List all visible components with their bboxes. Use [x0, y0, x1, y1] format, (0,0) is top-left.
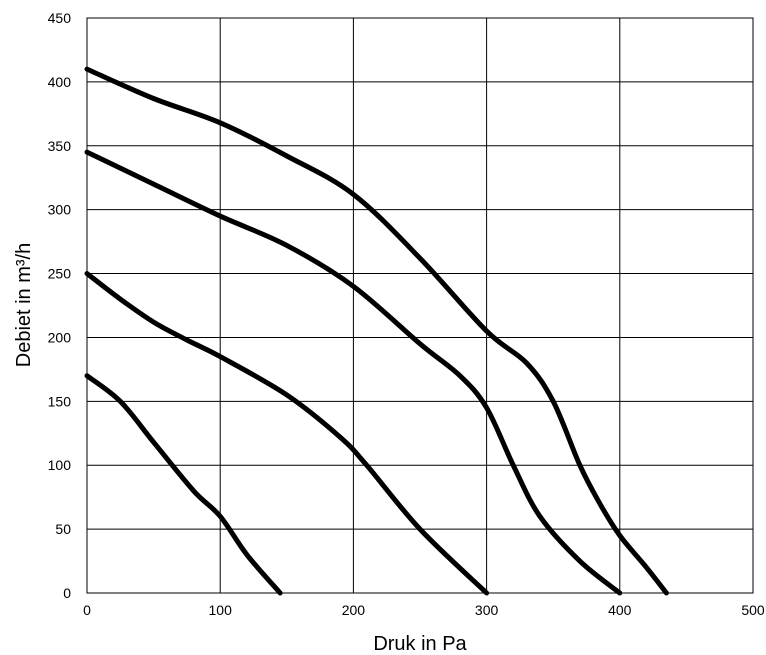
curve-1 [84, 373, 283, 596]
y-axis-title: Debiet in m³/h [13, 243, 35, 368]
y-tick-label: 250 [48, 266, 72, 282]
y-tick-label: 100 [48, 457, 72, 473]
y-tick-label: 150 [48, 393, 72, 409]
x-tick-label: 400 [608, 602, 632, 618]
y-tick-label: 50 [55, 521, 71, 537]
curve-3 [84, 149, 623, 596]
y-tick-label: 450 [48, 10, 72, 26]
y-tick-label: 200 [48, 329, 72, 345]
y-tick-label: 350 [48, 138, 72, 154]
x-tick-label: 100 [209, 602, 233, 618]
gridlines [86, 17, 754, 594]
curve-4 [84, 66, 669, 596]
plot-area-frame [86, 17, 754, 594]
x-tick-labels: 0 100 200 300 400 500 [83, 602, 765, 618]
curves [84, 66, 669, 596]
y-tick-label: 400 [48, 74, 72, 90]
y-tick-label: 0 [63, 585, 71, 601]
curve-2 [84, 271, 490, 596]
x-tick-label: 500 [741, 602, 765, 618]
y-tick-label: 300 [48, 202, 72, 218]
x-tick-label: 300 [475, 602, 499, 618]
y-tick-labels: 0 50 100 150 200 250 300 350 400 450 [48, 10, 72, 601]
x-tick-label: 0 [83, 602, 91, 618]
x-tick-label: 200 [342, 602, 366, 618]
x-axis-title: Druk in Pa [373, 633, 467, 655]
